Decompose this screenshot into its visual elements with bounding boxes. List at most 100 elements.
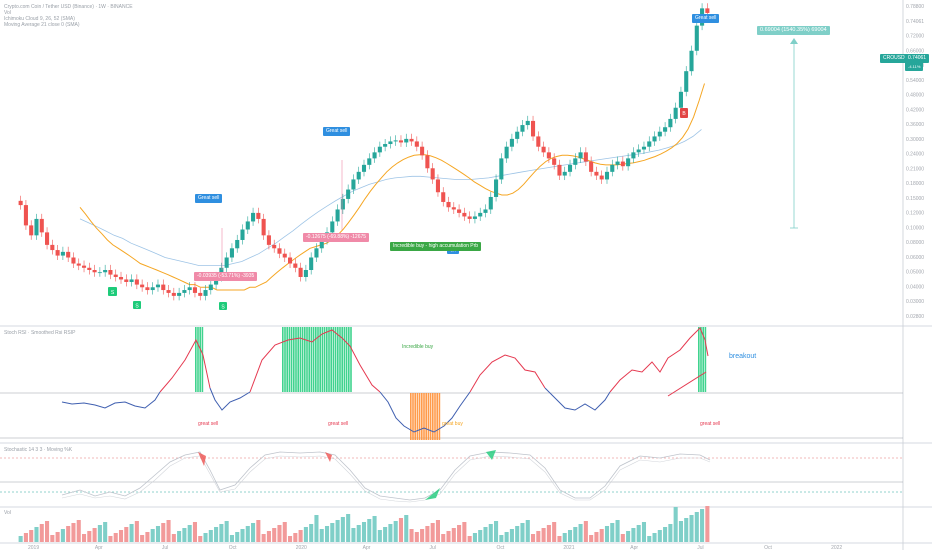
price-axis-label: 0.08000 <box>906 240 924 246</box>
volume-bar <box>303 527 308 542</box>
volume-bar <box>562 533 567 542</box>
great-sell-label-2: Great sell <box>323 127 351 136</box>
candle <box>589 161 594 172</box>
volume-bar <box>208 530 213 542</box>
candle <box>636 149 641 153</box>
volume-bar <box>451 528 456 542</box>
candle <box>171 292 176 296</box>
volume-bar <box>615 520 620 542</box>
volume-bar <box>177 531 182 542</box>
volume-bar <box>441 534 446 542</box>
candle <box>567 164 573 172</box>
volume-bar <box>198 536 203 542</box>
candle <box>129 279 134 282</box>
rsi-zone-bar <box>195 327 197 392</box>
rsi-zone-bar <box>343 327 346 392</box>
candle <box>335 209 340 222</box>
rsi-zone-bar <box>284 327 286 392</box>
volume-bar <box>266 531 271 542</box>
candle <box>60 251 65 256</box>
time-axis[interactable]: 2019 Apr Jul Oct 2020 Apr Jul Oct 2021 Apr Jul Oct 2… <box>28 545 842 550</box>
price-axis-label: 0.05000 <box>906 270 924 276</box>
volume-bar <box>689 515 694 542</box>
volume-bar <box>457 525 462 542</box>
price-axis-label: 0.04000 <box>906 284 924 290</box>
volume-bar <box>694 512 699 542</box>
candle <box>256 212 261 219</box>
candle <box>303 269 308 277</box>
ma-slow-line <box>79 129 702 266</box>
volume-bar <box>604 526 610 542</box>
volume-bar <box>145 532 150 542</box>
measure-label: 0.69004 (1540.35%) 69004 <box>757 26 830 35</box>
candle <box>425 155 430 169</box>
price-axis[interactable]: 0.788000.740610.720000.660000.600000.540… <box>906 4 924 320</box>
candle <box>657 131 662 137</box>
chart-header-ma: Moving Average 21 close 0 (SMA) <box>4 22 80 28</box>
volume-bar <box>383 527 388 542</box>
candle <box>29 225 34 236</box>
candle <box>573 158 578 165</box>
candle <box>557 164 562 176</box>
rsi-zone-bar <box>299 327 302 392</box>
incredible-buy-osc: Incredible buy <box>402 344 434 350</box>
candle <box>494 179 499 197</box>
volume-bar <box>520 523 525 542</box>
volume-bar <box>472 533 477 542</box>
volume-bar <box>372 516 377 542</box>
rsi-zone-bar <box>345 327 348 392</box>
volume-bar <box>435 520 440 542</box>
candle <box>92 269 97 273</box>
candle <box>525 120 530 126</box>
rsi-zone-bar <box>348 327 350 392</box>
candle <box>620 161 625 167</box>
volume-bar <box>81 534 87 542</box>
candle <box>420 146 425 156</box>
volume-bar <box>235 532 240 542</box>
candle <box>435 179 440 193</box>
volume-bar <box>573 527 578 542</box>
volume-bar <box>367 519 372 542</box>
candle <box>182 290 187 293</box>
rsi-zone-bar <box>323 327 326 392</box>
chart-header-ichimoku: Ichimoku Cloud 9, 26, 52 (SMA) <box>4 16 75 22</box>
candle <box>245 221 250 230</box>
candle <box>150 287 155 291</box>
volume-bar <box>499 535 504 542</box>
volume-bar <box>509 529 514 542</box>
great-sell-osc-1: great sell <box>198 421 218 427</box>
candle <box>235 239 240 249</box>
volume-bar <box>166 520 171 542</box>
time-axis-label: Jul <box>697 545 703 550</box>
volume-bar <box>324 526 330 542</box>
rsi-zone-bar <box>421 393 423 440</box>
volume-bar <box>567 530 573 542</box>
price-axis-label: 0.10000 <box>906 225 924 231</box>
candle <box>18 200 23 206</box>
rsi-zone-bar <box>308 327 310 392</box>
candle <box>583 152 588 162</box>
rsi-zone-bar <box>301 327 304 392</box>
volume-bar <box>261 534 266 542</box>
volume-bar <box>546 525 551 542</box>
candle <box>488 196 493 210</box>
candle <box>377 146 382 153</box>
candle <box>76 263 81 266</box>
candle <box>372 152 377 159</box>
great-sell-osc-3: great sell <box>700 421 720 427</box>
volume-bar <box>515 526 520 542</box>
ma-slow-path <box>79 129 702 266</box>
candle <box>108 269 113 275</box>
volume-bar <box>330 523 335 542</box>
rsi-zone-bar <box>698 327 700 392</box>
candle <box>705 8 710 13</box>
drop-label-2: -0.12675 (-69.88%) -12675 <box>303 233 370 242</box>
volume-bar <box>494 521 499 542</box>
volume-bar <box>251 523 256 542</box>
volume-bar <box>103 522 108 542</box>
volume-bar <box>488 524 493 542</box>
candle <box>314 248 319 258</box>
volume-bar <box>309 524 314 542</box>
volume-bar <box>361 522 367 542</box>
time-axis-label: Oct <box>229 545 237 550</box>
